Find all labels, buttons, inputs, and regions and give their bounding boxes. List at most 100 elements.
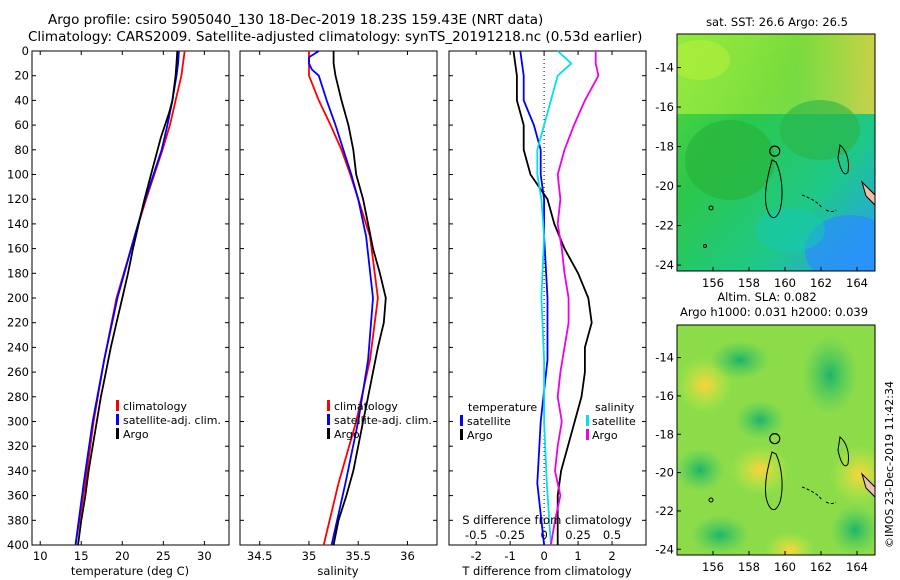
map-y-tick-label: -22 [655, 504, 674, 518]
depth-tick-label: 220 [7, 316, 29, 330]
legend-swatch-t-satellite [460, 415, 463, 426]
temperature-x-ticks: 10 15 20 25 30 [33, 51, 212, 563]
series-line-climatology [308, 51, 379, 546]
map-x-tick-label: 162 [810, 560, 832, 574]
map-x-tick-label: 160 [774, 560, 796, 574]
x-tick-label: 2 [608, 549, 615, 563]
x-tick-label: 20 [115, 549, 130, 563]
s-diff-tick-label: -0.25 [495, 528, 525, 542]
series-line-t-satellite [519, 50, 549, 546]
legend-label-s-satellite: satellite [592, 415, 636, 428]
sla-map-frame [676, 324, 876, 556]
sla-map-subtitle: Argo h1000: 0.031 h2000: 0.039 [680, 305, 868, 319]
depth-tick-label: 280 [7, 390, 29, 404]
temperature-series [74, 50, 186, 546]
sst-argo-position-marker [769, 145, 781, 157]
legend-swatch-satellite [327, 414, 330, 425]
map-y-tick-label: -18 [655, 140, 674, 154]
x-tick-label: 34.5 [247, 549, 273, 563]
legend-title-salinity: salinity [595, 401, 635, 414]
x-tick-label: -2 [470, 549, 481, 563]
figure-title-line1: Argo profile: csiro 5905040_130 18-Dec-2… [48, 12, 543, 28]
sla-map-field [677, 325, 875, 555]
map-x-tick-label: 156 [702, 560, 724, 574]
legend-swatch-argo [327, 428, 330, 439]
salinity-axes [239, 50, 438, 546]
x-tick-label: 35 [302, 549, 317, 563]
depth-tick-label: 60 [14, 118, 29, 132]
s-difference-x-ticks: -0.5-0.2500.250.5 [465, 528, 621, 542]
sst-map-field [677, 34, 875, 271]
map-y-tick-label: -20 [655, 466, 674, 480]
temperature-legend: climatology satellite-adj. clim. Argo [116, 400, 221, 441]
temperature-axes [31, 50, 230, 546]
x-tick-label: 1 [574, 549, 581, 563]
depth-tick-label: 380 [7, 513, 29, 527]
s-diff-tick-label: 0.5 [603, 528, 621, 542]
depth-axis-ticks: 0 20 40 60 80 100 120 140 160 180 200 220 240 260 280 3… [7, 44, 646, 552]
legend-swatch-climatology [116, 400, 119, 411]
legend-swatch-satellite [116, 414, 119, 425]
s-diff-tick-label: -0.5 [465, 528, 487, 542]
series-line-satellite-adj-clim- [308, 50, 374, 546]
series-line-argo [77, 50, 179, 546]
depth-tick-label: 140 [7, 217, 29, 231]
difference-legend-salinity: salinity satellite Argo [586, 401, 636, 442]
legend-label-climatology: climatology [123, 400, 187, 413]
salinity-series [308, 50, 387, 546]
depth-tick-label: 160 [7, 242, 29, 256]
depth-tick-label: 120 [7, 192, 29, 206]
depth-tick-label: 320 [7, 439, 29, 453]
temperature-xlabel: temperature (deg C) [71, 564, 189, 578]
series-line-argo [332, 51, 387, 546]
x-tick-label: 15 [74, 549, 89, 563]
sla-map-x-ticks: 156 158 160 162 164 [702, 551, 868, 574]
map-y-tick-label: -16 [655, 100, 674, 114]
depth-tick-label: 80 [14, 143, 29, 157]
legend-swatch-climatology [327, 400, 330, 411]
depth-tick-label: 20 [14, 69, 29, 83]
legend-title-temperature: temperature [468, 401, 537, 414]
x-tick-label: 25 [156, 549, 171, 563]
difference-xlabel: T difference from climatology [461, 564, 632, 578]
depth-tick-label: 260 [7, 365, 29, 379]
map-x-tick-label: 160 [774, 276, 796, 290]
legend-label-argo: Argo [123, 428, 149, 441]
depth-tick-label: 200 [7, 291, 29, 305]
sst-map-y-ticks: -14 -16 -18 -20 -22 -24 [655, 61, 681, 272]
sla-map-title: Altim. SLA: 0.082 [717, 290, 816, 304]
legend-label-argo: Argo [334, 428, 360, 441]
map-y-tick-label: -20 [655, 179, 674, 193]
map-x-tick-label: 158 [738, 276, 760, 290]
x-tick-label: 35.5 [345, 549, 371, 563]
x-tick-label: 30 [197, 549, 212, 563]
depth-tick-label: 180 [7, 266, 29, 280]
sst-map-frame [676, 33, 876, 272]
sla-argo-position-marker [769, 433, 781, 445]
copyright-footer: ©IMOS 23-Dec-2019 11:42:34 [883, 381, 896, 548]
difference-x-ticks: -2 -1 0 1 2 [470, 51, 616, 563]
x-tick-label: -1 [504, 549, 515, 563]
series-line-t-argo [512, 50, 593, 545]
map-x-tick-label: 158 [738, 560, 760, 574]
map-x-tick-label: 164 [846, 560, 868, 574]
depth-tick-label: 360 [7, 489, 29, 503]
x-tick-label: 36 [400, 549, 415, 563]
depth-tick-label: 40 [14, 93, 29, 107]
map-x-tick-label: 164 [846, 276, 868, 290]
map-y-tick-label: -18 [655, 427, 674, 441]
series-line-s-argo [550, 51, 600, 546]
x-tick-label: 10 [33, 549, 48, 563]
legend-swatch-argo [116, 428, 119, 439]
sla-map-y-ticks: -14 -16 -18 -20 -22 -24 [655, 351, 681, 556]
series-line-satellite-adj-clim- [74, 50, 180, 546]
legend-label-satellite: satellite-adj. clim. [123, 414, 221, 427]
legend-label-s-argo: Argo [592, 429, 618, 442]
depth-tick-label: 340 [7, 464, 29, 478]
depth-tick-label: 300 [7, 415, 29, 429]
legend-label-satellite: satellite-adj. clim. [334, 414, 432, 427]
depth-tick-label: 100 [7, 168, 29, 182]
difference-legend-temperature: temperature satellite Argo [460, 401, 537, 442]
salinity-legend: climatology satellite-adj. clim. Argo [327, 400, 432, 441]
map-y-tick-label: -24 [655, 258, 674, 272]
